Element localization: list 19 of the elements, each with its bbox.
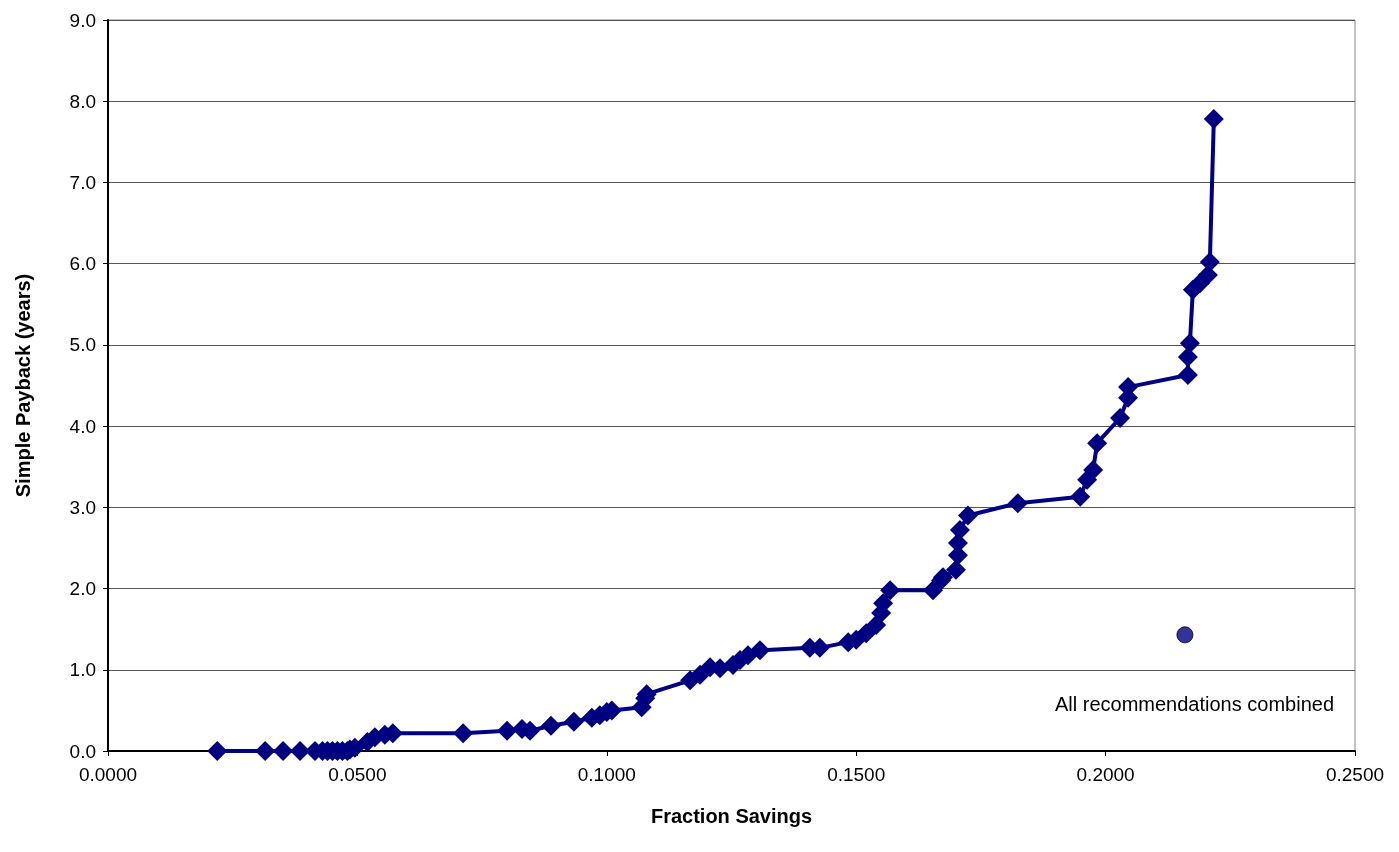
y-tick-label: 7.0 bbox=[69, 171, 96, 193]
y-tick-label: 1.0 bbox=[69, 659, 96, 681]
y-tick-label: 6.0 bbox=[69, 253, 96, 275]
y-tick-label: 0.0 bbox=[69, 740, 96, 762]
x-tick-label: 0.0000 bbox=[78, 764, 138, 785]
annotation: All recommendations combined bbox=[1054, 693, 1335, 715]
y-tick-label: 8.0 bbox=[69, 90, 96, 112]
y-tick-label: 2.0 bbox=[69, 578, 96, 600]
x-tick-label: 0.0500 bbox=[328, 764, 387, 785]
y-tick-label: 9.0 bbox=[69, 9, 96, 31]
x-tick-label: 0.2500 bbox=[1325, 764, 1385, 785]
x-tick-label: 0.1500 bbox=[827, 764, 886, 785]
x-axis-title: Fraction Savings bbox=[650, 805, 813, 827]
x-tick-label: 0.1000 bbox=[577, 764, 636, 785]
y-tick-label: 3.0 bbox=[69, 496, 96, 518]
y-tick-label: 5.0 bbox=[69, 334, 96, 356]
y-tick-label: 4.0 bbox=[69, 415, 96, 437]
y-axis-title: Simple Payback (years) bbox=[12, 273, 34, 498]
x-tick-label: 0.2000 bbox=[1076, 764, 1135, 785]
